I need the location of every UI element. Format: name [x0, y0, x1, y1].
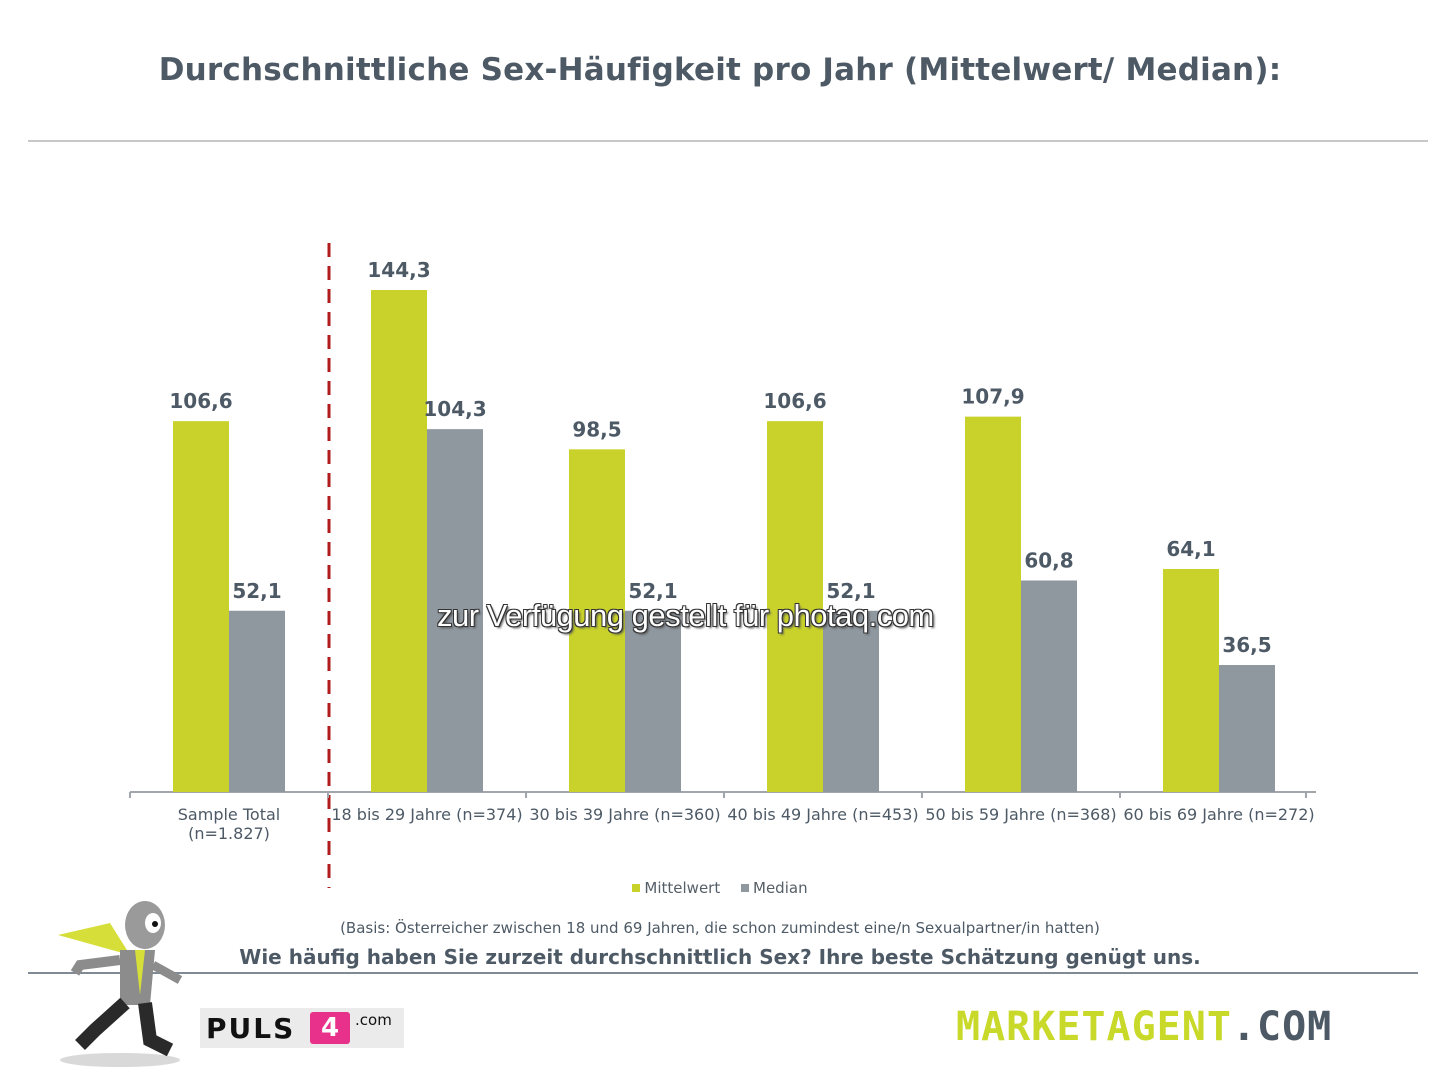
title-divider — [28, 140, 1428, 142]
chart-title: Durchschnittliche Sex-Häufigkeit pro Jah… — [158, 52, 1282, 88]
bar-mittelwert-1 — [371, 290, 427, 792]
legend-item-mittelwert: Mittelwert — [632, 879, 720, 897]
data-label-mittelwert: 107,9 — [961, 385, 1024, 409]
data-label-median: 52,1 — [826, 579, 875, 603]
puls4-logo-suffix: .com — [355, 1011, 392, 1029]
puls4-logo: PULS 4 .com — [200, 1008, 404, 1048]
data-label-median: 36,5 — [1222, 633, 1271, 657]
data-label-median: 52,1 — [232, 579, 281, 603]
bar-mittelwert-0 — [173, 421, 229, 792]
data-label-median: 104,3 — [423, 397, 486, 421]
bar-median-1 — [427, 429, 483, 792]
legend-item-median: Median — [741, 879, 808, 897]
marketagent-logo-main: MARKETAGENT — [956, 1004, 1232, 1050]
data-label-median: 52,1 — [628, 579, 677, 603]
category-label: 18 bis 29 Jahre (n=374) — [331, 805, 522, 824]
puls4-logo-word: PULS — [206, 1012, 296, 1045]
legend-label: Median — [753, 879, 808, 897]
survey-question: Wie häufig haben Sie zurzeit durchschnit… — [239, 945, 1201, 969]
puls4-logo-number: 4 — [310, 1012, 350, 1044]
running-agent-mascot-icon — [58, 901, 183, 1067]
bar-median-3 — [823, 610, 879, 792]
data-label-mittelwert: 106,6 — [169, 389, 232, 413]
basis-note: (Basis: Österreicher zwischen 18 und 69 … — [340, 919, 1100, 937]
category-label: 60 bis 69 Jahre (n=272) — [1123, 805, 1314, 824]
footer-divider — [28, 972, 1418, 974]
category-label: (n=1.827) — [188, 824, 270, 843]
category-label: 40 bis 49 Jahre (n=453) — [727, 805, 918, 824]
bar-mittelwert-3 — [767, 421, 823, 792]
data-label-median: 60,8 — [1024, 548, 1073, 572]
bar-median-5 — [1219, 665, 1275, 792]
bar-mittelwert-2 — [569, 449, 625, 792]
marketagent-logo-suffix: .COM — [1231, 1004, 1333, 1050]
bar-mittelwert-5 — [1163, 569, 1219, 792]
bar-median-2 — [625, 610, 681, 792]
data-label-mittelwert: 144,3 — [367, 258, 430, 282]
legend-swatch-mittelwert — [632, 884, 641, 892]
data-label-mittelwert: 64,1 — [1166, 537, 1215, 561]
watermark: zur Verfügung gestellt für photaq.com — [437, 598, 934, 633]
data-label-mittelwert: 106,6 — [763, 389, 826, 413]
bar-median-0 — [229, 610, 285, 792]
legend-label: Mittelwert — [644, 879, 721, 897]
category-label: 30 bis 39 Jahre (n=360) — [529, 805, 720, 824]
legend: Mittelwert Median — [0, 879, 1440, 897]
legend-swatch-median — [741, 884, 750, 892]
marketagent-logo: MARKETAGENT.COM — [956, 1004, 1332, 1050]
bar-median-4 — [1021, 580, 1077, 792]
data-label-mittelwert: 98,5 — [572, 417, 621, 441]
category-label: Sample Total — [178, 805, 280, 824]
bar-mittelwert-4 — [965, 416, 1021, 792]
category-label: 50 bis 59 Jahre (n=368) — [925, 805, 1116, 824]
